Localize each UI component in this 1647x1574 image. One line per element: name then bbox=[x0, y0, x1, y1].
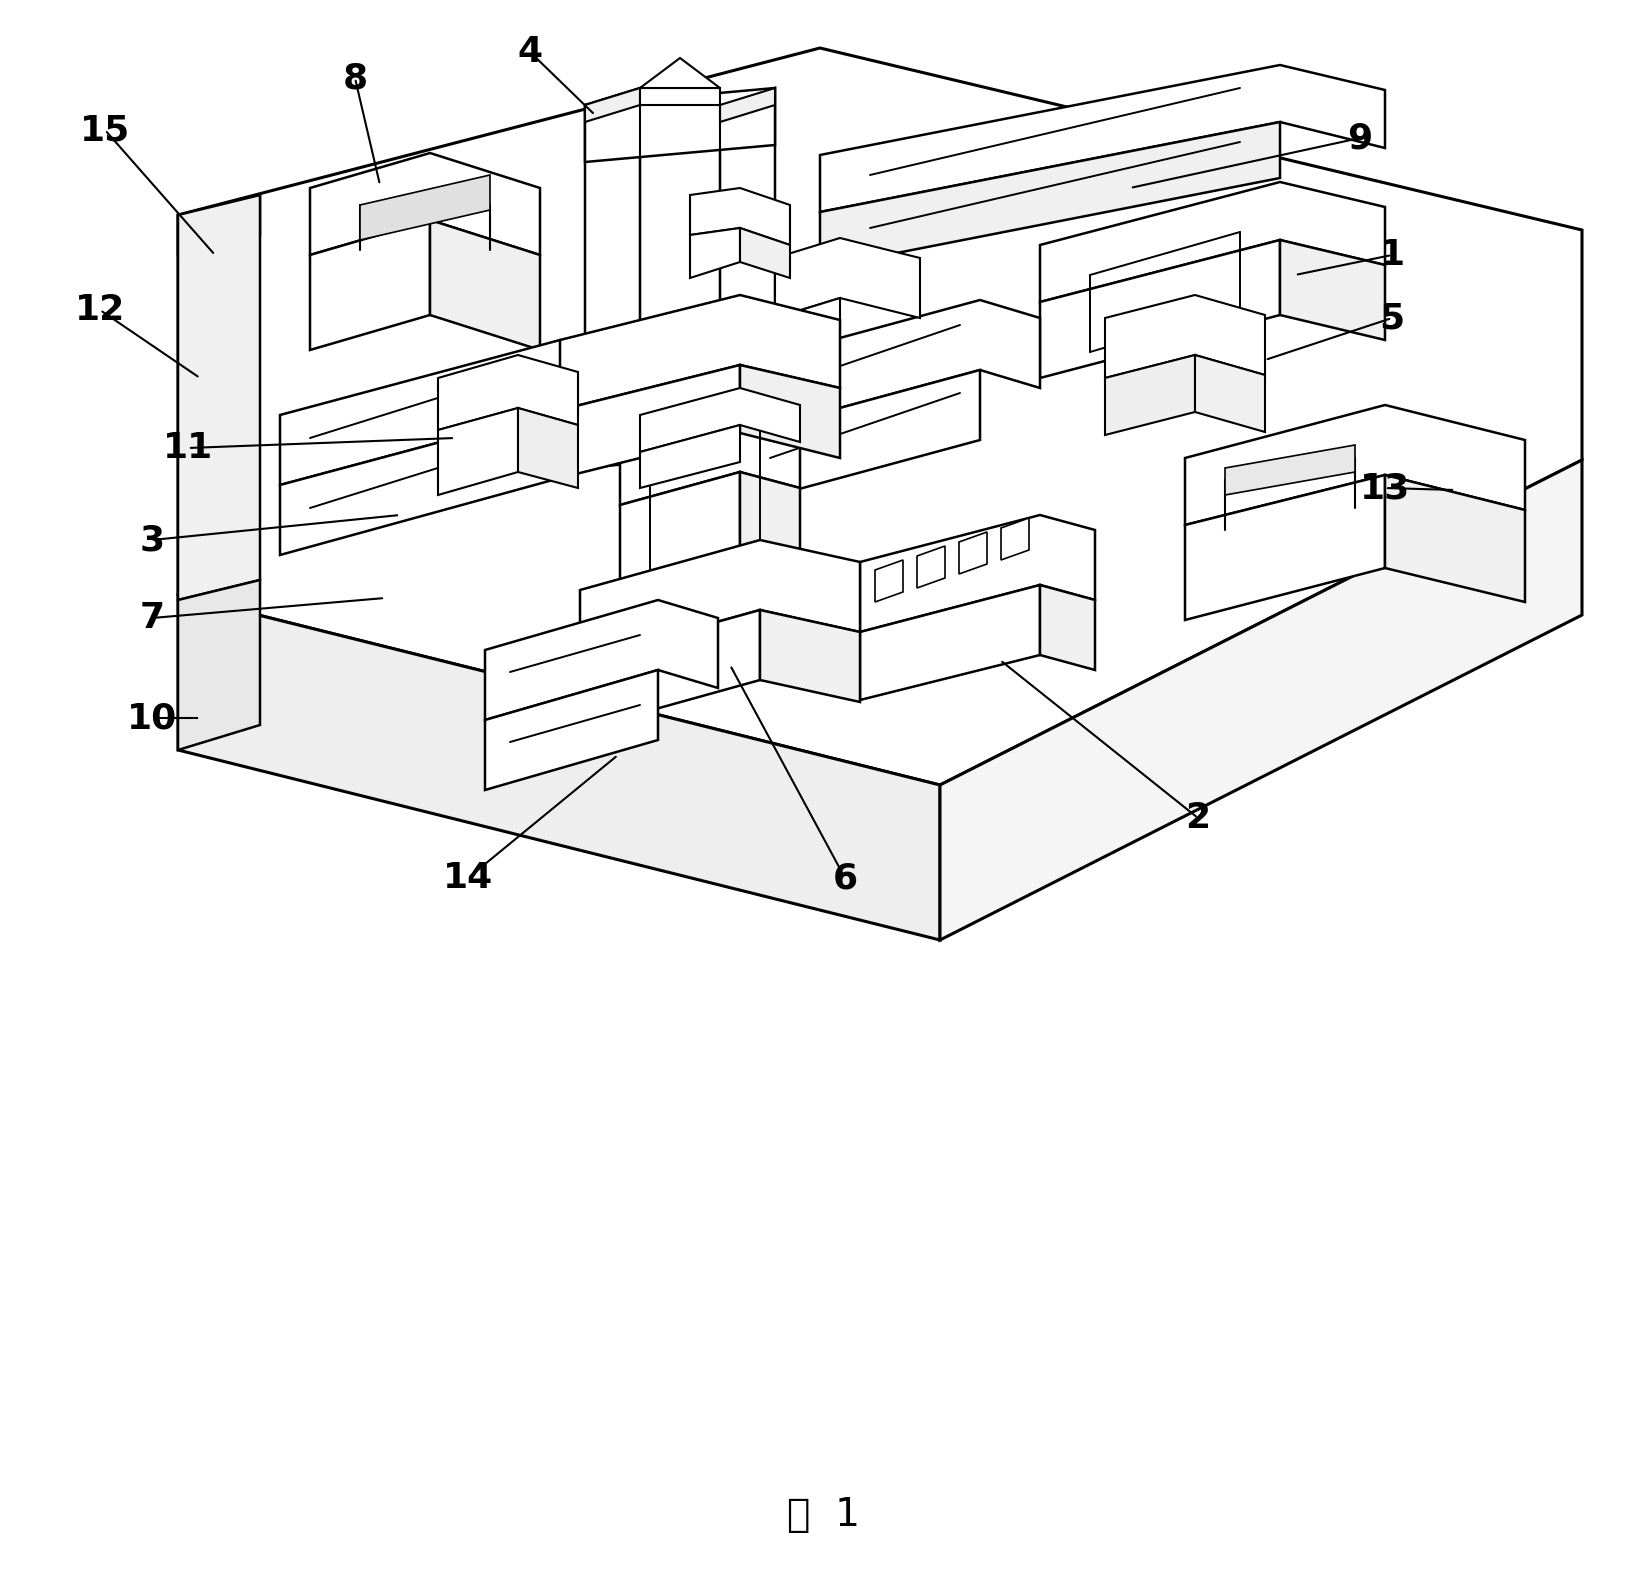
Polygon shape bbox=[690, 228, 740, 279]
Polygon shape bbox=[690, 187, 791, 246]
Polygon shape bbox=[1105, 294, 1265, 378]
Polygon shape bbox=[1196, 356, 1265, 431]
Text: 4: 4 bbox=[517, 35, 542, 69]
Text: 6: 6 bbox=[832, 861, 858, 896]
Polygon shape bbox=[484, 600, 718, 719]
Polygon shape bbox=[619, 398, 800, 505]
Polygon shape bbox=[1225, 445, 1355, 494]
Polygon shape bbox=[560, 294, 840, 409]
Polygon shape bbox=[740, 228, 791, 279]
Polygon shape bbox=[641, 58, 720, 88]
Polygon shape bbox=[776, 238, 921, 318]
Polygon shape bbox=[1039, 586, 1095, 671]
Text: 1: 1 bbox=[1380, 238, 1405, 272]
Polygon shape bbox=[519, 408, 578, 488]
Polygon shape bbox=[310, 153, 540, 255]
Polygon shape bbox=[585, 88, 641, 467]
Polygon shape bbox=[740, 301, 1039, 434]
Text: 2: 2 bbox=[1186, 801, 1211, 834]
Polygon shape bbox=[560, 365, 740, 478]
Polygon shape bbox=[585, 88, 776, 162]
Polygon shape bbox=[178, 595, 940, 940]
Polygon shape bbox=[619, 472, 740, 672]
Polygon shape bbox=[1385, 475, 1525, 601]
Polygon shape bbox=[917, 546, 945, 589]
Polygon shape bbox=[585, 398, 776, 467]
Polygon shape bbox=[720, 398, 776, 416]
Polygon shape bbox=[1039, 239, 1280, 378]
Polygon shape bbox=[740, 472, 800, 655]
Polygon shape bbox=[438, 408, 519, 494]
Text: 10: 10 bbox=[127, 700, 178, 735]
Polygon shape bbox=[580, 540, 860, 660]
Polygon shape bbox=[280, 409, 560, 556]
Polygon shape bbox=[361, 175, 491, 239]
Polygon shape bbox=[641, 425, 740, 488]
Text: 3: 3 bbox=[140, 523, 165, 557]
Polygon shape bbox=[178, 579, 260, 749]
Polygon shape bbox=[178, 195, 260, 255]
Polygon shape bbox=[820, 123, 1280, 268]
Polygon shape bbox=[1105, 356, 1196, 434]
Text: 8: 8 bbox=[343, 61, 367, 94]
Text: 11: 11 bbox=[163, 431, 212, 464]
Text: 7: 7 bbox=[140, 601, 165, 634]
Polygon shape bbox=[430, 220, 540, 349]
Polygon shape bbox=[1184, 405, 1525, 526]
Text: 13: 13 bbox=[1360, 471, 1410, 505]
Polygon shape bbox=[178, 47, 1583, 785]
Text: 14: 14 bbox=[443, 861, 492, 896]
Polygon shape bbox=[776, 297, 840, 378]
Polygon shape bbox=[860, 515, 1095, 633]
Polygon shape bbox=[820, 65, 1385, 212]
Polygon shape bbox=[580, 611, 759, 730]
Polygon shape bbox=[1039, 183, 1385, 302]
Polygon shape bbox=[438, 356, 578, 430]
Text: 5: 5 bbox=[1380, 301, 1405, 335]
Polygon shape bbox=[720, 88, 776, 467]
Polygon shape bbox=[585, 88, 641, 123]
Polygon shape bbox=[1184, 475, 1385, 620]
Polygon shape bbox=[740, 365, 840, 458]
Polygon shape bbox=[940, 460, 1583, 940]
Polygon shape bbox=[720, 88, 776, 123]
Polygon shape bbox=[585, 398, 641, 431]
Polygon shape bbox=[280, 340, 660, 485]
Text: 12: 12 bbox=[74, 293, 125, 327]
Polygon shape bbox=[484, 671, 659, 790]
Polygon shape bbox=[740, 370, 980, 505]
Text: 图  1: 图 1 bbox=[787, 1495, 860, 1535]
Polygon shape bbox=[1280, 239, 1385, 340]
Polygon shape bbox=[178, 195, 260, 600]
Polygon shape bbox=[641, 88, 720, 105]
Text: 15: 15 bbox=[79, 113, 130, 146]
Polygon shape bbox=[759, 611, 860, 702]
Polygon shape bbox=[1001, 518, 1029, 560]
Text: 9: 9 bbox=[1347, 121, 1372, 154]
Polygon shape bbox=[959, 532, 987, 575]
Polygon shape bbox=[860, 586, 1039, 700]
Polygon shape bbox=[310, 220, 430, 349]
Polygon shape bbox=[875, 560, 903, 601]
Polygon shape bbox=[641, 389, 800, 452]
